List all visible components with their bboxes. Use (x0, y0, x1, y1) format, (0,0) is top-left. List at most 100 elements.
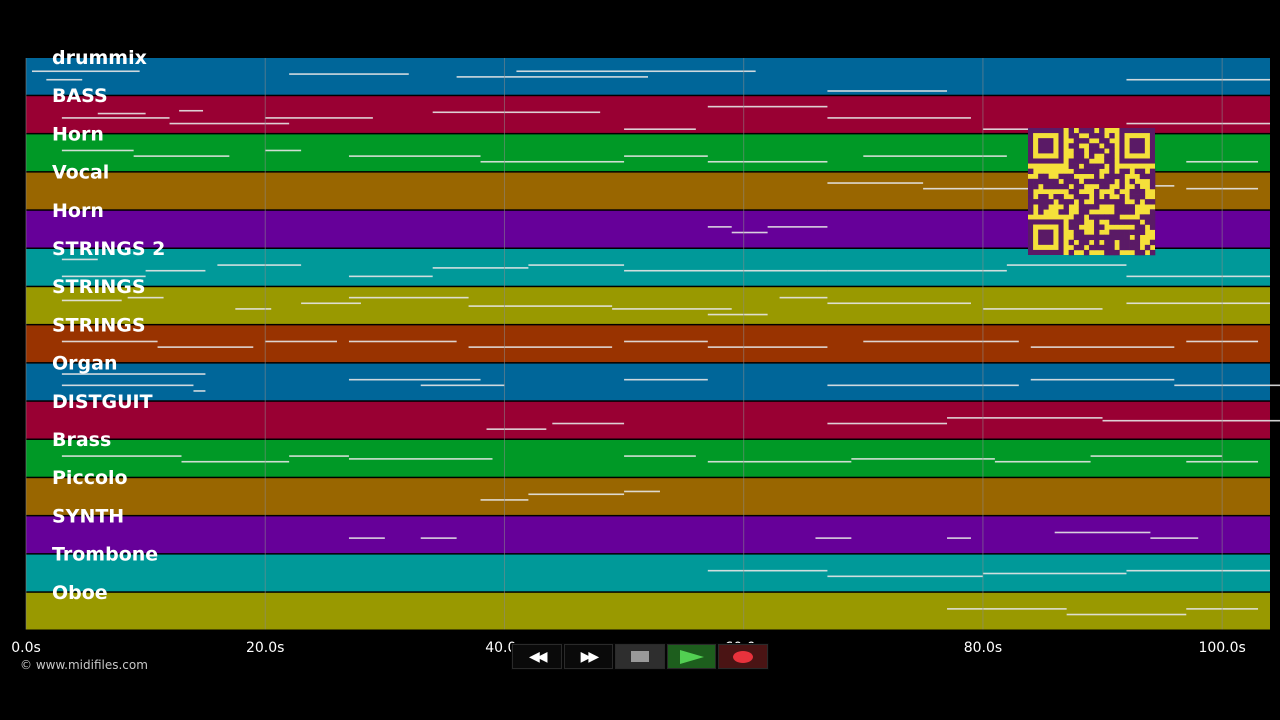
qr-module (1073, 224, 1080, 230)
qr-module (1139, 194, 1146, 200)
record-button[interactable] (718, 644, 768, 669)
note-segment (348, 296, 469, 299)
qr-module (1068, 178, 1075, 185)
note-segment (982, 572, 1127, 575)
note-segment (1102, 419, 1280, 422)
qr-module (1073, 244, 1080, 251)
note-segment (46, 78, 83, 81)
qr-module (1078, 209, 1085, 215)
qr-module (1078, 158, 1085, 164)
qr-module (1094, 239, 1100, 246)
qr-module (1129, 194, 1135, 200)
qr-module (1068, 128, 1075, 134)
qr-module (1109, 148, 1115, 154)
note-segment (1126, 275, 1270, 278)
qr-module (1078, 239, 1085, 246)
qr-code (1028, 128, 1156, 256)
note-segment (468, 346, 613, 348)
qr-module (1119, 244, 1125, 251)
qr-module (1149, 224, 1156, 230)
qr-module (1119, 194, 1125, 200)
note-segment (289, 73, 409, 75)
qr-module (1094, 244, 1100, 251)
note-segment (1126, 302, 1270, 305)
note-segment (468, 305, 613, 307)
qr-module (1033, 199, 1039, 205)
note-segment (767, 226, 828, 228)
rewind-button[interactable]: ◀◀ (512, 644, 562, 669)
qr-module (1144, 199, 1151, 205)
note-segment (624, 455, 696, 457)
note-segment (923, 187, 1079, 190)
track-label: drummix (52, 47, 147, 69)
qr-module (1139, 188, 1146, 195)
qr-module (1149, 209, 1156, 215)
qr-module (1073, 214, 1080, 220)
qr-module (1033, 183, 1039, 190)
note-segment (947, 537, 971, 539)
note-segment (61, 455, 182, 457)
qr-module (1038, 199, 1044, 205)
note-segment (61, 373, 206, 375)
track-label: SYNTH (52, 505, 124, 527)
qr-module (1053, 183, 1059, 190)
time-gridlines (25, 58, 1223, 630)
qr-module (1048, 199, 1054, 205)
stop-icon (630, 651, 649, 662)
qr-module (1094, 199, 1100, 205)
play-button[interactable] (666, 644, 717, 669)
qr-module (1134, 224, 1141, 230)
qr-module (1104, 244, 1110, 251)
qr-module (1078, 204, 1085, 210)
qr-module (1119, 209, 1125, 215)
qr-finder-core (1129, 138, 1145, 154)
qr-module (1109, 158, 1115, 164)
track-label: STRINGS 2 (52, 238, 165, 260)
qr-module (1088, 143, 1095, 149)
qr-module (1099, 224, 1105, 230)
qr-module (1114, 173, 1120, 180)
qr-module (1109, 199, 1115, 205)
qr-module (1088, 204, 1095, 210)
qr-module (1124, 219, 1130, 225)
qr-module (1134, 234, 1141, 241)
fast-forward-button[interactable]: ▶▶ (563, 644, 614, 669)
qr-module (1104, 183, 1110, 190)
track-lane (26, 96, 1270, 133)
qr-module (1033, 178, 1039, 185)
qr-module (1038, 173, 1044, 180)
qr-module (1094, 194, 1100, 200)
note-segment (707, 460, 852, 463)
qr-module (1119, 234, 1125, 241)
qr-module (1094, 178, 1100, 185)
qr-module (1129, 188, 1135, 195)
note-segment (1030, 346, 1175, 348)
note-segment (779, 296, 828, 299)
qr-module (1109, 219, 1115, 225)
qr-module (1124, 209, 1130, 215)
qr-module (1104, 234, 1110, 241)
qr-module (1099, 183, 1105, 190)
fast-forward-icon: ▶▶ (580, 648, 599, 665)
qr-module (1134, 168, 1141, 175)
qr-module (1083, 234, 1090, 241)
note-segment (851, 458, 995, 460)
note-segment (61, 275, 146, 278)
qr-module (1094, 133, 1100, 139)
note-segment (1090, 455, 1223, 457)
note-segment (432, 111, 601, 114)
qr-module (1073, 194, 1080, 200)
note-segment (289, 455, 349, 457)
qr-module (1094, 168, 1100, 175)
qr-module (1119, 183, 1125, 190)
qr-module (1124, 239, 1130, 246)
transport-controls: ◀◀ ▶▶ (511, 643, 769, 670)
qr-module (1078, 219, 1085, 225)
note-segment (1126, 122, 1270, 125)
stop-button[interactable] (615, 644, 665, 669)
qr-module (1094, 224, 1100, 230)
qr-module (1124, 234, 1130, 241)
qr-module (1073, 219, 1080, 225)
qr-module (1094, 204, 1100, 210)
qr-module (1149, 173, 1156, 180)
